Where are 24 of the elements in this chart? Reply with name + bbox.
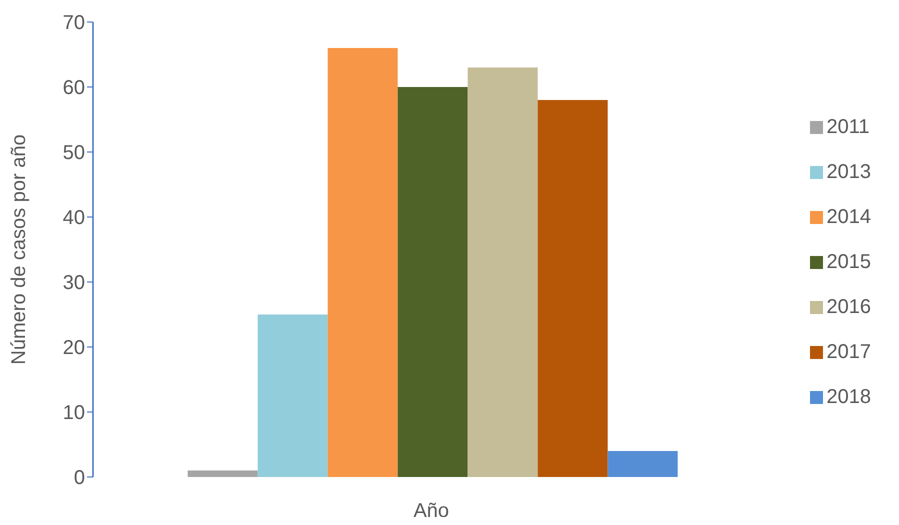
y-tick-label: 50 <box>62 142 85 164</box>
legend-label: 2015 <box>826 251 871 273</box>
bar <box>188 470 258 477</box>
y-tick-label: 10 <box>62 402 85 424</box>
legend-label: 2013 <box>826 161 871 183</box>
x-axis-title: Año <box>413 500 450 522</box>
bar <box>468 68 538 477</box>
bar <box>398 87 468 477</box>
bar <box>608 451 678 477</box>
y-tick-label: 30 <box>62 272 85 294</box>
legend-label: 2018 <box>826 386 871 408</box>
y-tick-label: 60 <box>62 77 85 100</box>
legend-label: 2016 <box>826 296 871 318</box>
legend-label: 2014 <box>826 206 871 228</box>
y-tick-label: 70 <box>62 12 85 34</box>
legend-label: 2017 <box>826 341 871 363</box>
y-tick-label: 40 <box>62 207 85 230</box>
bar <box>538 100 608 477</box>
bar <box>258 314 328 477</box>
bar <box>328 48 398 477</box>
y-tick-label: 20 <box>62 337 85 360</box>
legend-label: 2011 <box>826 116 870 138</box>
y-tick-label: 0 <box>74 467 85 490</box>
y-axis-title: Número de casos por año <box>8 134 30 365</box>
